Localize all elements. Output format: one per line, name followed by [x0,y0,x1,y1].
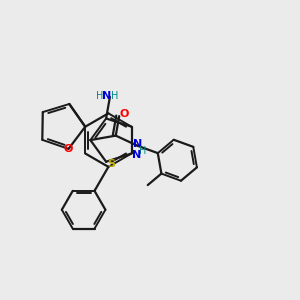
Text: N: N [133,139,142,149]
Text: H: H [139,146,146,156]
Text: O: O [64,144,73,154]
Text: H: H [111,91,118,101]
Text: H: H [96,91,104,101]
Text: S: S [107,159,115,169]
Text: N: N [132,150,141,161]
Text: O: O [119,109,129,119]
Text: N: N [102,91,112,101]
